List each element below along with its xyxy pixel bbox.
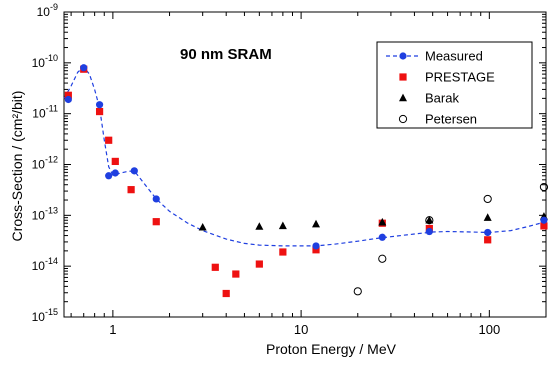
measured-point xyxy=(64,95,72,104)
legend-marker xyxy=(399,93,407,102)
barak-point xyxy=(312,219,321,228)
y-tick-label: 10-14 xyxy=(32,256,58,273)
barak-point xyxy=(278,221,287,230)
measured-point xyxy=(484,228,492,237)
measured-point xyxy=(95,101,104,109)
prestage-point xyxy=(64,91,72,99)
y-tick-label: 10-15 xyxy=(32,307,58,324)
prestage-point xyxy=(127,186,135,194)
y-tick-label: 10-10 xyxy=(32,53,58,70)
prestage-point xyxy=(222,289,230,298)
x-tick-label: 100 xyxy=(478,322,500,337)
y-tick-label: 10-12 xyxy=(32,155,58,172)
legend-marker xyxy=(399,52,407,60)
measured-point xyxy=(540,216,548,224)
petersen-point xyxy=(483,194,492,204)
x-axis-label: Proton Energy / MeV xyxy=(266,341,397,357)
barak-point xyxy=(255,222,264,230)
legend-label: Petersen xyxy=(425,112,477,127)
y-tick-label: 10-13 xyxy=(32,205,58,222)
legend-marker xyxy=(398,114,408,124)
x-tick-label: 10 xyxy=(294,322,308,337)
measured-point xyxy=(378,233,386,241)
prestage-point xyxy=(152,218,160,226)
y-axis-label: Cross-Section / (cm²/bit) xyxy=(9,91,25,242)
prestage-point xyxy=(312,246,320,254)
barak-point xyxy=(483,213,492,221)
data-layer xyxy=(63,64,548,298)
measured-point xyxy=(105,172,113,180)
prestage-point xyxy=(484,236,492,244)
measured-point xyxy=(425,227,433,236)
chart-title: 90 nm SRAM xyxy=(180,46,272,63)
tick-layer: 1 10 100 10-9 10-10 10-11 10-12 10-13 10-14 10-15 xyxy=(32,2,547,337)
barak-point xyxy=(198,222,207,231)
measured-point xyxy=(111,169,119,177)
barak-point xyxy=(425,215,434,224)
petersen-point xyxy=(425,216,434,225)
petersen-point xyxy=(378,254,387,263)
barak-point xyxy=(378,217,387,226)
prestage-point xyxy=(255,260,263,268)
y-tick-label: 10-11 xyxy=(32,104,58,121)
prestage-point xyxy=(540,222,548,230)
measured-point xyxy=(130,167,138,175)
prestage-point xyxy=(111,157,119,166)
legend-marker xyxy=(399,73,407,81)
measured-point xyxy=(152,195,160,203)
prestage-point xyxy=(95,107,104,116)
x-tick-label: 1 xyxy=(109,322,116,337)
prestage-point xyxy=(105,136,113,144)
legend: Measured PRESTAGE Barak Petersen xyxy=(376,41,533,129)
measured-point xyxy=(80,64,88,72)
legend-label: PRESTAGE xyxy=(425,70,495,85)
y-tick-label: 10-9 xyxy=(37,2,58,19)
prestage-point xyxy=(211,263,219,271)
prestage-point xyxy=(232,270,240,278)
legend-label: Barak xyxy=(425,91,459,106)
measured-point xyxy=(312,242,320,250)
petersen-point xyxy=(353,287,362,296)
prestage-point xyxy=(279,248,287,256)
legend-label: Measured xyxy=(425,49,483,64)
